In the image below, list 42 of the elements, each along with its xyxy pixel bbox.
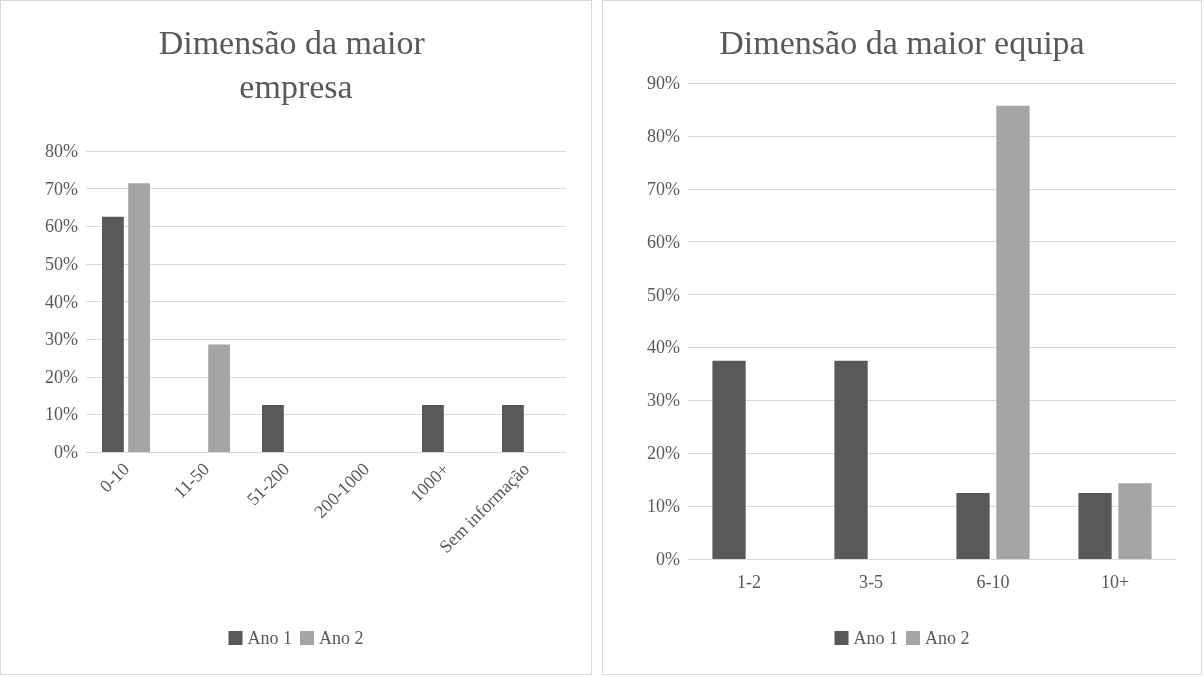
bar xyxy=(502,404,524,452)
y-tick-label: 0% xyxy=(656,549,680,569)
x-tick-label: 10+ xyxy=(1100,572,1130,592)
chart-title: Dimensão da maior equipa xyxy=(719,23,1085,61)
bar xyxy=(422,404,444,452)
y-tick-label: 40% xyxy=(45,291,78,312)
y-tick-label: 80% xyxy=(45,141,78,161)
legend-label: Ano 2 xyxy=(319,628,364,648)
y-tick-label: 70% xyxy=(647,178,680,199)
y-tick-label: 20% xyxy=(45,366,78,387)
bar xyxy=(102,216,124,452)
y-tick-label: 60% xyxy=(647,231,680,252)
chart-title: Dimensão da maior empresa xyxy=(158,23,434,105)
bar xyxy=(1078,492,1112,559)
bar xyxy=(996,105,1030,559)
y-tick-label: 70% xyxy=(45,178,78,199)
x-tick-label: 6-10 xyxy=(976,572,1010,592)
y-tick-label: 50% xyxy=(45,253,78,274)
legend-label: Ano 2 xyxy=(925,628,970,648)
legend-label: Ano 1 xyxy=(853,628,898,648)
y-tick-label: 30% xyxy=(45,329,78,350)
y-tick-label: 20% xyxy=(647,443,680,464)
bar xyxy=(208,344,230,452)
x-tick-label: 1-2 xyxy=(737,572,761,592)
y-tick-label: 80% xyxy=(647,125,680,146)
bar xyxy=(712,360,746,559)
y-tick-label: 30% xyxy=(647,390,680,411)
y-tick-label: 50% xyxy=(647,284,680,305)
bar xyxy=(956,492,990,559)
y-tick-label: 10% xyxy=(647,496,680,517)
legend-label: Ano 1 xyxy=(247,628,292,648)
y-tick-label: 10% xyxy=(45,404,78,425)
x-tick-label: 3-5 xyxy=(859,572,883,592)
y-tick-label: 60% xyxy=(45,216,78,237)
bar xyxy=(262,404,284,452)
y-tick-label: 0% xyxy=(54,442,78,462)
y-tick-label: 90% xyxy=(647,73,680,93)
bar xyxy=(128,183,150,452)
bar xyxy=(834,360,868,559)
bar xyxy=(1118,483,1152,559)
y-tick-label: 40% xyxy=(647,337,680,358)
x-tick-label: 0-10 xyxy=(95,458,134,497)
